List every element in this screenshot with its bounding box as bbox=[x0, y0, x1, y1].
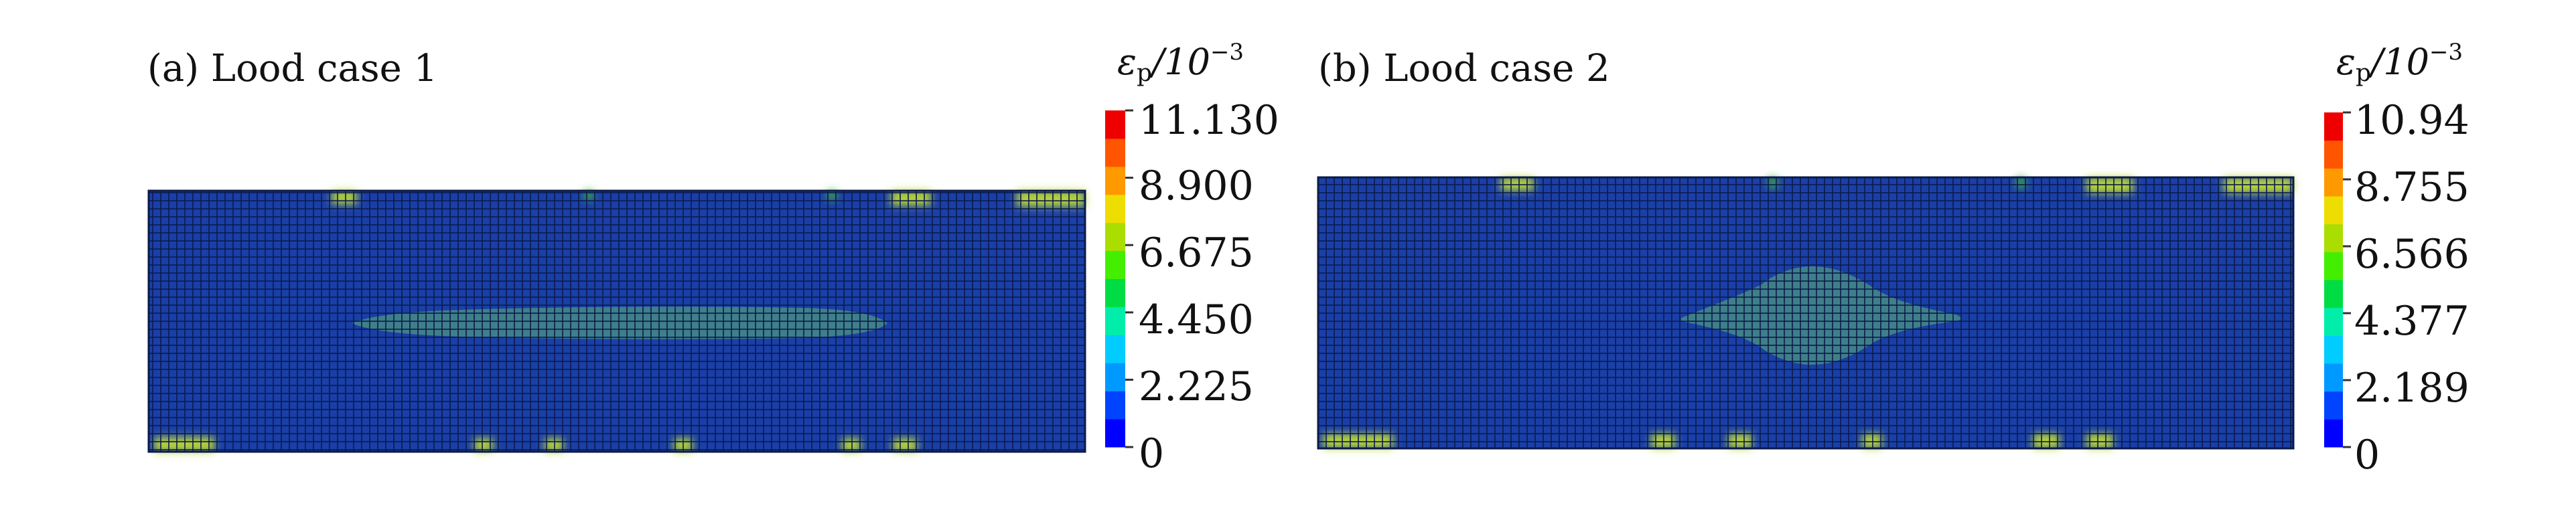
colorbar-segment bbox=[1105, 222, 1125, 252]
colorbar-segment bbox=[1105, 194, 1125, 224]
panel-b-colorbar bbox=[2324, 111, 2351, 448]
colorbar-exponent: −3 bbox=[1210, 39, 1244, 66]
colorbar-segment bbox=[2324, 112, 2343, 141]
colorbar-segment bbox=[1105, 363, 1125, 392]
panel-a-colorbar bbox=[1105, 109, 1133, 448]
colorbar-segment bbox=[2324, 419, 2343, 448]
panel-a-title: (a) Lood case 1 bbox=[147, 47, 438, 90]
colorbar-unit: /10 bbox=[1152, 41, 1210, 83]
panel-a-plot-border bbox=[147, 189, 1086, 453]
colorbar-segment bbox=[1105, 335, 1125, 363]
colorbar-segment bbox=[1105, 110, 1125, 139]
panel-b-tick-5: 0 bbox=[2354, 432, 2380, 478]
panel-a-tick-0: 11.130 bbox=[1139, 97, 1279, 144]
colorbar-symbol: ε bbox=[1117, 41, 1137, 83]
panel-b-title: (b) Lood case 2 bbox=[1318, 47, 1610, 90]
colorbar-unit: /10 bbox=[2371, 41, 2429, 83]
panel-b-contour-plot bbox=[1317, 176, 2295, 450]
panel-a-mesh-grid bbox=[149, 191, 1085, 452]
colorbar-segment bbox=[1105, 419, 1125, 448]
colorbar-segment bbox=[1105, 278, 1125, 307]
colorbar-subscript: p bbox=[2355, 60, 2372, 87]
panel-a-tick-5: 0 bbox=[1139, 430, 1165, 477]
panel-b-colorbar-title: εp/10−3 bbox=[2336, 39, 2463, 87]
colorbar-symbol: ε bbox=[2336, 41, 2356, 83]
panel-b-tick-4: 2.189 bbox=[2354, 365, 2470, 412]
panel-b-plot-border bbox=[1317, 176, 2295, 450]
colorbar-segment bbox=[2324, 168, 2343, 197]
colorbar-segment bbox=[1105, 391, 1125, 420]
panel-a-tick-3: 4.450 bbox=[1139, 296, 1254, 343]
panel-a-colorbar-title: εp/10−3 bbox=[1117, 39, 1244, 87]
colorbar-exponent: −3 bbox=[2429, 39, 2463, 66]
panel-b-tick-1: 8.755 bbox=[2354, 164, 2470, 211]
panel-a-tick-2: 6.675 bbox=[1139, 230, 1254, 276]
panel-a-tick-4: 2.225 bbox=[1139, 363, 1254, 410]
colorbar-segment bbox=[2324, 307, 2343, 336]
colorbar-subscript: p bbox=[1136, 60, 1153, 87]
colorbar-segment bbox=[1105, 166, 1125, 195]
colorbar-segment bbox=[1105, 250, 1125, 279]
colorbar-segment bbox=[2324, 280, 2343, 309]
panel-b-tick-3: 4.377 bbox=[2354, 298, 2470, 345]
colorbar-segment bbox=[2324, 252, 2343, 280]
colorbar-segment bbox=[1105, 138, 1125, 167]
colorbar-segment bbox=[2324, 140, 2343, 169]
colorbar-segment bbox=[2324, 224, 2343, 252]
colorbar-segment bbox=[2324, 196, 2343, 225]
colorbar-segment bbox=[2324, 335, 2343, 364]
colorbar-segment bbox=[2324, 391, 2343, 420]
colorbar-segment bbox=[2324, 363, 2343, 392]
panel-b-tick-0: 10.94 bbox=[2354, 97, 2470, 144]
panel-b-mesh-grid bbox=[1318, 177, 2293, 448]
panel-a-contour-plot bbox=[147, 189, 1086, 453]
colorbar-segment bbox=[1105, 307, 1125, 335]
panel-b-tick-2: 6.566 bbox=[2354, 231, 2470, 278]
panel-a-tick-1: 8.900 bbox=[1139, 163, 1254, 209]
